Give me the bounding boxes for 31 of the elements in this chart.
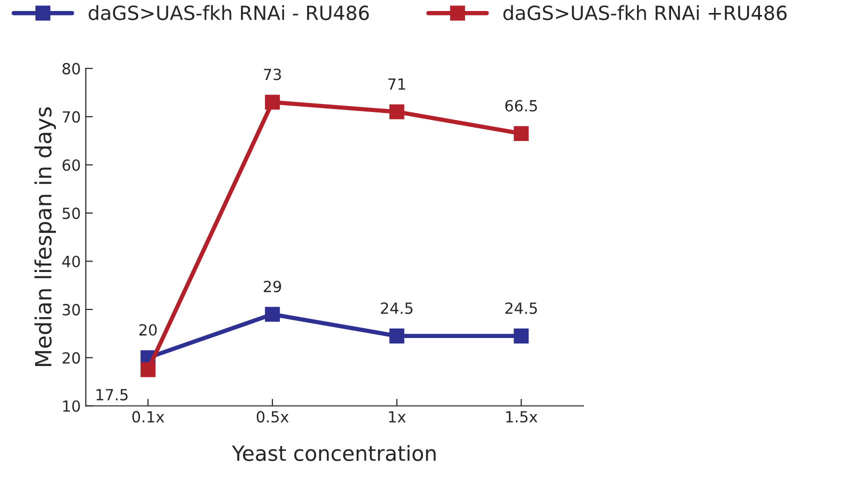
y-tick-label: 10	[63, 400, 80, 412]
data-label: 71	[388, 78, 406, 90]
legend-label: daGS>UAS-fkh RNAi - RU486	[88, 5, 369, 20]
y-tick-label: 20	[62, 352, 80, 364]
y-tick-label: 40	[62, 256, 80, 268]
point	[514, 328, 529, 344]
data-label: 17.5	[96, 389, 128, 400]
x-tick-label: 0.5x	[256, 411, 289, 423]
x-tick-label: 0.1x	[132, 411, 164, 423]
point	[264, 306, 280, 322]
point	[389, 104, 404, 120]
y-axis-title: Median lifespan in days	[34, 107, 56, 366]
point	[514, 126, 529, 141]
y-tick-label: 60	[62, 159, 80, 171]
x-tick-label: 1.5x	[506, 411, 538, 423]
data-label: 29	[264, 280, 282, 292]
x-axis-title: Yeast concentration	[232, 444, 436, 462]
point	[389, 328, 404, 344]
y-tick-label: 80	[62, 62, 80, 74]
data-label: 66.5	[505, 100, 537, 112]
point	[140, 362, 156, 378]
data-label: 73	[264, 68, 281, 80]
y-tick-label: 70	[62, 111, 80, 123]
data-label: 24.5	[380, 302, 412, 314]
data-label: 20	[139, 324, 157, 336]
data-label: 24.5	[505, 302, 537, 314]
x-tick-label: 1x	[389, 411, 406, 422]
y-tick-label: 50	[62, 208, 80, 220]
legend-label: daGS>UAS-fkh RNAi +RU486	[503, 5, 787, 20]
y-tick-label: 30	[62, 304, 80, 316]
point	[264, 94, 280, 110]
